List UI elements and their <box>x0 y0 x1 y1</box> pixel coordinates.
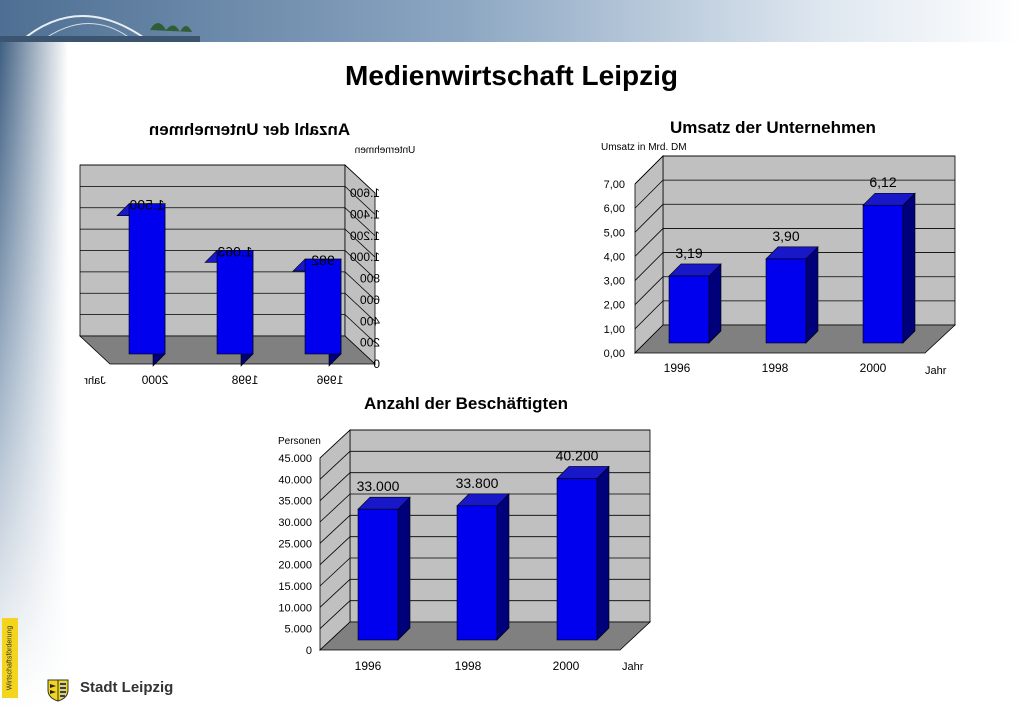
chart-3-gridline-side <box>319 451 351 480</box>
chart-2-x-axis-label: Jahr <box>925 365 947 377</box>
chart-2-value-label: 3,90 <box>772 228 799 244</box>
chart-2-tick-label: 6,00 <box>604 203 625 215</box>
chart-2-value-label: 6,12 <box>869 174 896 190</box>
chart-2-tick-label: 0,00 <box>604 348 625 360</box>
chart-3-tick-label: 10.000 <box>278 602 312 614</box>
footer-logo-text: Stadt Leipzig <box>80 679 174 696</box>
chart-1-gridline-side <box>344 164 376 194</box>
chart-1-value-label: 982 <box>311 252 335 268</box>
chart-1-tick-label: 600 <box>360 293 380 307</box>
chart-3-bar <box>357 496 411 641</box>
chart-companies: 0 200 400 600 800 1.000 1.200 1.400 1.600 982 1996… <box>78 145 416 387</box>
chart-revenue: 0,00 1,00 2,00 3,00 4,00 5,00 6,00 7,00 3,19 1996… <box>601 142 957 377</box>
chart-1-gridline-side <box>344 186 376 215</box>
chart-2-bar <box>668 263 722 344</box>
chart-3-bar <box>456 493 510 641</box>
chart-1-gridline-side <box>344 314 376 343</box>
side-photo-strip <box>0 42 68 708</box>
chart-2-bar <box>862 192 916 344</box>
page-title: Medienwirtschaft Leipzig <box>345 60 678 91</box>
chart-2-gridline-side <box>634 155 664 185</box>
chart-2-gridline-side <box>634 228 664 257</box>
chart-2-value-label: 3,19 <box>675 245 702 261</box>
chart-1-gridline-side <box>344 250 376 279</box>
chart-3-tick-label: 30.000 <box>278 517 312 529</box>
chart-3-tick-label: 45.000 <box>278 453 312 465</box>
chart-2-side-wall <box>634 155 664 354</box>
chart-3-bar <box>556 465 610 641</box>
chart-3-gridline-side <box>319 600 351 629</box>
chart-2-gridline-side <box>634 300 664 330</box>
chart-2-gridline-side <box>634 252 664 281</box>
chart-3-tick-label: 25.000 <box>278 538 312 550</box>
chart-3-title: Anzahl der Beschäftigten <box>364 394 569 413</box>
chart-3-side-wall <box>319 429 351 651</box>
chart-3-tick-label: 20.000 <box>278 560 312 572</box>
chart-1-category-label: 1998 <box>231 373 258 387</box>
chart-3-x-axis-label: Jahr <box>622 661 644 673</box>
chart-1-category-label: 2000 <box>141 373 168 387</box>
chart-2-title: Umsatz der Unternehmen <box>670 118 876 137</box>
chart-2-tick-label: 1,00 <box>604 324 625 336</box>
chart-1-gridline-side <box>344 207 376 237</box>
chart-3-gridline-side <box>319 493 351 523</box>
chart-1-category-label: 1996 <box>316 373 343 387</box>
chart-1-tick-label: 1.200 <box>350 229 380 243</box>
chart-2-bar <box>765 246 819 344</box>
wirtschaftsfoerderung-tag: Wirtschaftsförderung <box>2 618 18 698</box>
chart-1-tick-label: 400 <box>360 314 380 328</box>
chart-1-tick-label: 200 <box>360 336 380 350</box>
chart-2-category-label: 2000 <box>860 361 887 375</box>
chart-3-tick-label: 0 <box>306 645 312 657</box>
chart-1-tick-label: 0 <box>373 357 380 371</box>
chart-2-gridline-side <box>634 204 664 233</box>
chart-1-tick-label: 800 <box>360 272 380 286</box>
chart-3-gridline-side <box>319 536 351 565</box>
chart-2-gridline-side <box>634 276 664 305</box>
chart-1-gridline-side <box>344 271 376 301</box>
chart-1-title: Anzahl der Unternehmen <box>148 120 351 139</box>
chart-3-gridline-side <box>319 557 351 587</box>
side-tag-text: Wirtschaftsförderung <box>6 625 14 691</box>
chart-1-bar <box>116 202 166 367</box>
leipzig-coat-of-arms-icon <box>47 679 69 702</box>
chart-1-tick-label: 1.000 <box>350 250 380 264</box>
chart-3-gridline-side <box>319 579 351 608</box>
header-banner-photo <box>0 0 1023 42</box>
chart-3-tick-label: 15.000 <box>278 581 312 593</box>
chart-2-category-label: 1998 <box>762 361 789 375</box>
chart-3-category-label: 1996 <box>355 659 382 673</box>
chart-2-gridline-side <box>634 179 664 209</box>
chart-1-bar <box>292 258 342 367</box>
chart-2-category-label: 1996 <box>664 361 691 375</box>
chart-2-tick-label: 5,00 <box>604 227 625 239</box>
chart-1-tick-label: 1.600 <box>350 186 380 200</box>
chart-3-tick-label: 40.000 <box>278 474 312 486</box>
chart-1-value-label: 1.500 <box>129 197 164 213</box>
chart-3-tick-label: 5.000 <box>284 624 312 636</box>
chart-3-gridline-side <box>319 472 351 501</box>
chart-1-tick-label: 1.400 <box>350 207 380 221</box>
chart-1-value-label: 1.063 <box>217 243 252 259</box>
chart-2-tick-label: 3,00 <box>604 276 625 288</box>
chart-3-value-label: 33.800 <box>456 475 499 491</box>
chart-1-gridline-side <box>344 292 376 322</box>
chart-3-category-label: 2000 <box>553 659 580 673</box>
chart-1-gridline-side <box>344 228 376 258</box>
chart-3-value-label: 33.000 <box>357 478 400 494</box>
chart-employees: 0 5.000 10.000 15.000 20.000 25.000 30.000 35.0… <box>278 429 652 673</box>
chart-3-tick-label: 35.000 <box>278 496 312 508</box>
chart-3-gridline-side <box>319 429 351 459</box>
chart-1-bar <box>204 249 254 367</box>
chart-2-y-axis-label: Umsatz in Mrd. DM <box>601 142 687 153</box>
chart-1-x-axis-label: Jahr <box>84 375 106 387</box>
chart-2-tick-label: 7,00 <box>604 179 625 191</box>
chart-2-tick-label: 2,00 <box>604 300 625 312</box>
chart-2-tick-label: 4,00 <box>604 251 625 263</box>
chart-3-category-label: 1998 <box>455 659 482 673</box>
chart-3-value-label: 40.200 <box>556 447 599 463</box>
chart-1-y-axis-label: Unternehmen <box>355 145 416 156</box>
chart-3-gridline-side <box>319 515 351 544</box>
chart-3-y-axis-label: Personen <box>278 436 321 447</box>
